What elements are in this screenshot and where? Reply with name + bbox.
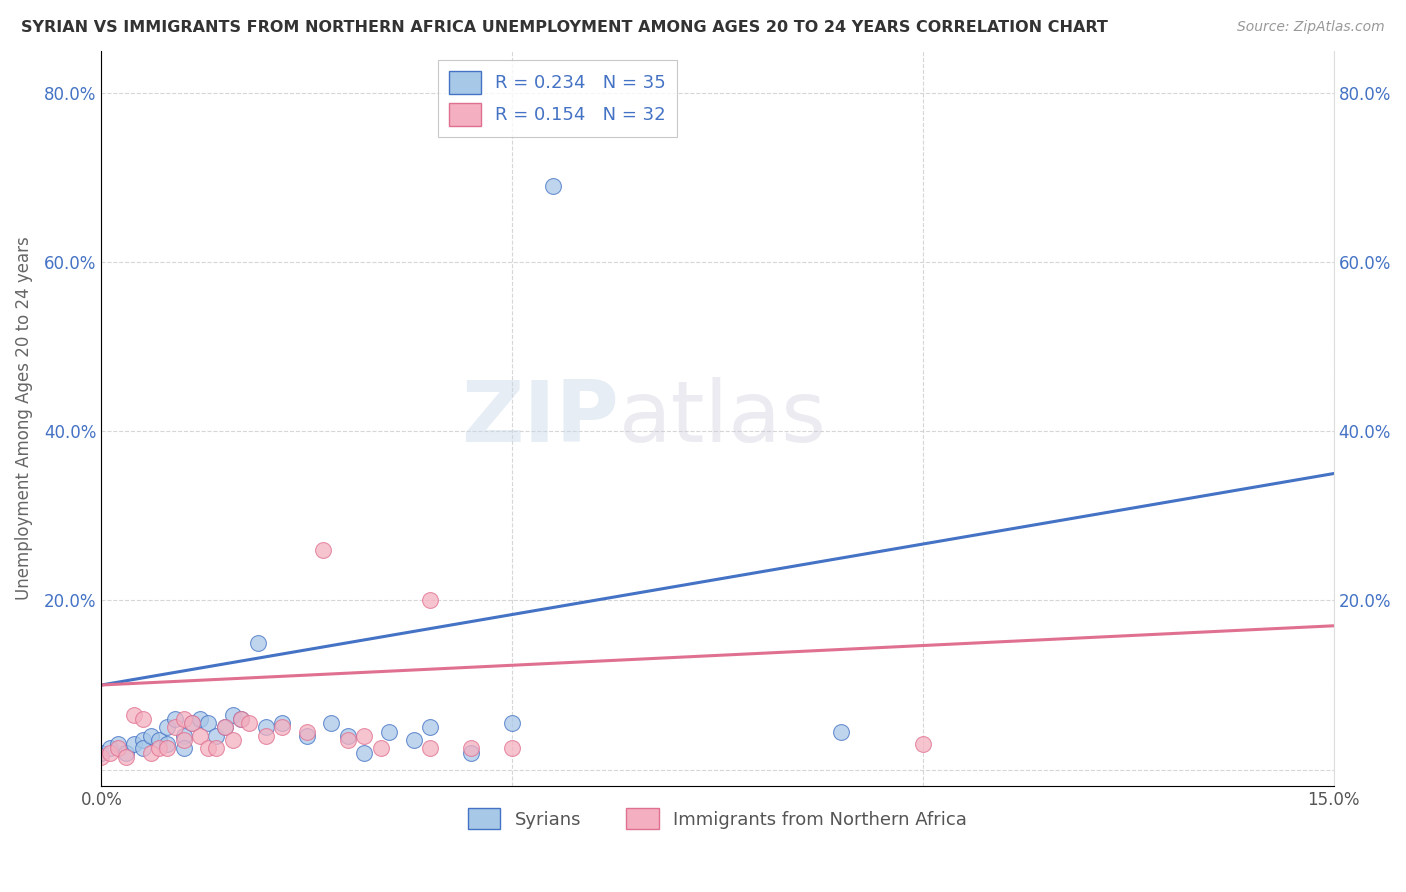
Point	[830, 724, 852, 739]
Point	[501, 716, 523, 731]
Point	[246, 636, 269, 650]
Text: ZIP: ZIP	[461, 377, 619, 460]
Point	[156, 720, 179, 734]
Point	[197, 741, 219, 756]
Y-axis label: Unemployment Among Ages 20 to 24 years: Unemployment Among Ages 20 to 24 years	[15, 236, 32, 600]
Text: SYRIAN VS IMMIGRANTS FROM NORTHERN AFRICA UNEMPLOYMENT AMONG AGES 20 TO 24 YEARS: SYRIAN VS IMMIGRANTS FROM NORTHERN AFRIC…	[21, 20, 1108, 35]
Text: Source: ZipAtlas.com: Source: ZipAtlas.com	[1237, 20, 1385, 34]
Point	[197, 716, 219, 731]
Point	[312, 542, 335, 557]
Point	[90, 750, 112, 764]
Point	[460, 746, 482, 760]
Text: atlas: atlas	[619, 377, 827, 460]
Point	[139, 729, 162, 743]
Point	[124, 707, 146, 722]
Point	[336, 733, 359, 747]
Point	[271, 716, 294, 731]
Point	[378, 724, 401, 739]
Point	[180, 716, 202, 731]
Point	[229, 712, 252, 726]
Point	[124, 737, 146, 751]
Legend: Syrians, Immigrants from Northern Africa: Syrians, Immigrants from Northern Africa	[461, 801, 974, 837]
Point	[115, 746, 138, 760]
Point	[165, 720, 187, 734]
Point	[295, 729, 318, 743]
Point	[254, 729, 277, 743]
Point	[131, 712, 153, 726]
Point	[460, 741, 482, 756]
Point	[173, 733, 195, 747]
Point	[156, 741, 179, 756]
Point	[107, 741, 129, 756]
Point	[295, 724, 318, 739]
Point	[336, 729, 359, 743]
Point	[98, 741, 121, 756]
Point	[254, 720, 277, 734]
Point	[214, 720, 236, 734]
Point	[419, 720, 441, 734]
Point	[188, 729, 211, 743]
Point	[501, 741, 523, 756]
Point	[222, 707, 245, 722]
Point	[222, 733, 245, 747]
Point	[911, 737, 934, 751]
Point	[370, 741, 392, 756]
Point	[180, 716, 202, 731]
Point	[107, 737, 129, 751]
Point	[165, 712, 187, 726]
Point	[115, 750, 138, 764]
Point	[402, 733, 425, 747]
Point	[205, 729, 228, 743]
Point	[543, 179, 565, 194]
Point	[205, 741, 228, 756]
Point	[419, 741, 441, 756]
Point	[173, 741, 195, 756]
Point	[173, 729, 195, 743]
Point	[188, 712, 211, 726]
Point	[148, 733, 170, 747]
Point	[98, 746, 121, 760]
Point	[90, 746, 112, 760]
Point	[353, 729, 375, 743]
Point	[148, 741, 170, 756]
Point	[271, 720, 294, 734]
Point	[156, 737, 179, 751]
Point	[321, 716, 343, 731]
Point	[353, 746, 375, 760]
Point	[131, 733, 153, 747]
Point	[173, 712, 195, 726]
Point	[214, 720, 236, 734]
Point	[419, 593, 441, 607]
Point	[139, 746, 162, 760]
Point	[229, 712, 252, 726]
Point	[238, 716, 260, 731]
Point	[131, 741, 153, 756]
